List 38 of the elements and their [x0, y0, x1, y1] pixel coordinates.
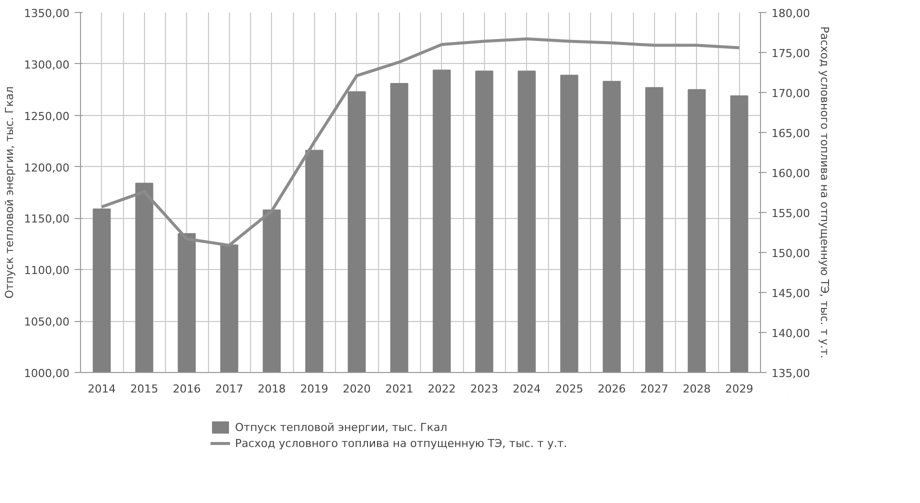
- y-tick-label: 1250,00: [24, 110, 70, 123]
- x-tick-label: 2027: [640, 382, 668, 396]
- y-tick-label: 1050,00: [24, 316, 70, 329]
- legend-label: Отпуск тепловой энергии, тыс. Гкал: [235, 420, 448, 434]
- y2-tick-label: 175,00: [772, 47, 810, 60]
- x-tick-label: 2020: [342, 382, 371, 396]
- y2-tick-label: 180,00: [772, 7, 810, 20]
- x-tick-label: 2016: [172, 382, 201, 396]
- x-tick-label: 2015: [130, 382, 158, 396]
- y2-tick-label: 140,00: [772, 327, 810, 340]
- x-tick-label: 2026: [598, 382, 626, 396]
- y2-tick-label: 155,00: [772, 207, 810, 220]
- y2-tick-label: 160,00: [772, 167, 810, 180]
- x-tick-label: 2028: [682, 382, 711, 396]
- y-tick-label: 1100,00: [24, 264, 70, 278]
- y2-tick-label: 150,00: [772, 247, 810, 260]
- y-tick-label: 1300,00: [24, 58, 70, 72]
- legend-label: Расход условного топлива на отпущенную ТЭ, тыс. т у.т.: [235, 436, 568, 450]
- x-tick-label: 2021: [385, 382, 414, 396]
- y2-tick-label: 170,00: [772, 87, 810, 100]
- x-tick-label: 2022: [428, 382, 456, 396]
- x-tick-label: 2017: [215, 382, 244, 396]
- y-tick-label: 1000,00: [24, 367, 70, 380]
- x-tick-label: 2014: [88, 382, 116, 396]
- x-tick-label: 2019: [300, 382, 328, 396]
- y2-tick-label: 145,00: [772, 287, 810, 300]
- y-tick-label: 1200,00: [24, 161, 70, 174]
- x-tick-label: 2018: [258, 382, 286, 396]
- y2-tick-label: 165,00: [772, 127, 810, 140]
- y-tick-label: 1350,00: [24, 7, 70, 20]
- y-axis-title: Отпуск тепловой энергии, тыс. Гкал: [3, 86, 16, 299]
- x-tick-label: 2025: [555, 382, 584, 396]
- x-tick-label: 2024: [512, 382, 541, 396]
- y-tick-label: 1150,00: [24, 212, 70, 226]
- x-tick-label: 2029: [725, 382, 754, 396]
- y2-axis-title: Расход условного топлива на отпущенную ТЭ, тыс. т у.т.: [818, 26, 831, 359]
- y2-tick-label: 135,00: [772, 367, 810, 380]
- x-tick-label: 2023: [470, 382, 498, 396]
